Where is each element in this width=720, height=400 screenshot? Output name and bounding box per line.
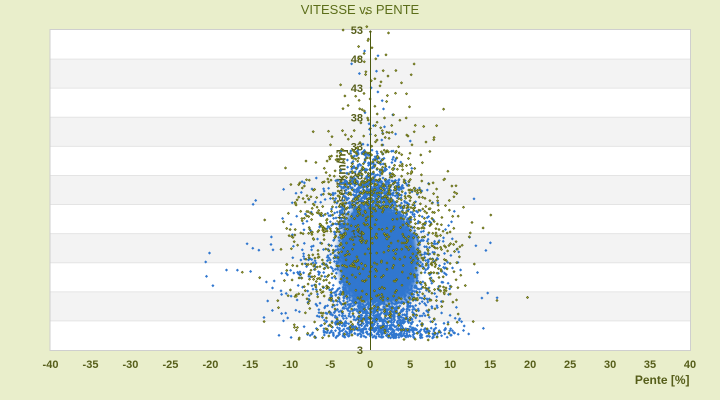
- svg-text:30: 30: [604, 359, 616, 371]
- svg-text:43: 43: [351, 83, 363, 95]
- svg-text:20: 20: [524, 359, 536, 371]
- svg-text:-40: -40: [43, 359, 59, 371]
- svg-text:VITESSE vs PENTE: VITESSE vs PENTE: [301, 2, 420, 17]
- svg-text:18: 18: [351, 229, 363, 241]
- svg-text:25: 25: [564, 359, 576, 371]
- svg-text:5: 5: [407, 359, 413, 371]
- svg-text:-5: -5: [325, 359, 335, 371]
- svg-text:-35: -35: [83, 359, 99, 371]
- svg-text:48: 48: [351, 54, 363, 66]
- svg-text:35: 35: [644, 359, 656, 371]
- svg-text:-30: -30: [122, 359, 138, 371]
- svg-text:Pente [%]: Pente [%]: [635, 373, 690, 387]
- svg-text:Vitesse [km/h]: Vitesse [km/h]: [335, 149, 349, 230]
- svg-text:-20: -20: [202, 359, 218, 371]
- svg-text:-10: -10: [282, 359, 298, 371]
- svg-text:-25: -25: [162, 359, 178, 371]
- svg-text:15: 15: [484, 359, 496, 371]
- svg-text:3: 3: [357, 345, 363, 357]
- svg-text:40: 40: [684, 359, 696, 371]
- svg-text:53: 53: [351, 25, 363, 37]
- svg-text:38: 38: [351, 112, 363, 124]
- svg-text:0: 0: [367, 359, 373, 371]
- svg-text:-15: -15: [242, 359, 258, 371]
- svg-text:10: 10: [444, 359, 456, 371]
